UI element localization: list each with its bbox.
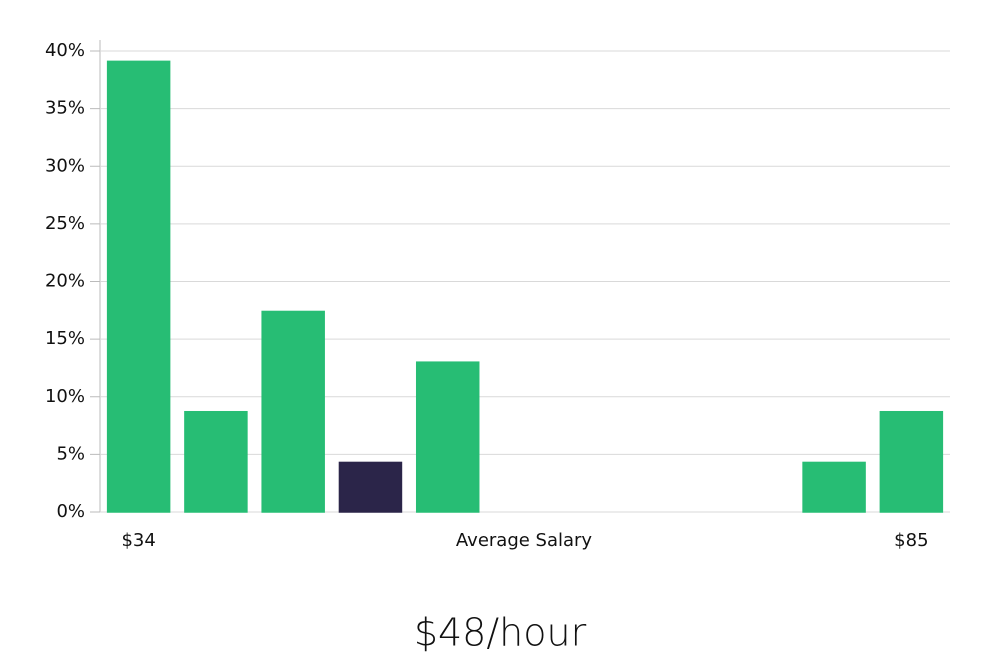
y-tick-label: 30% xyxy=(45,155,85,176)
bar xyxy=(184,410,248,513)
y-tick-label: 10% xyxy=(45,386,85,407)
y-tick-label: 25% xyxy=(45,213,85,234)
bar xyxy=(415,361,480,513)
x-axis-label: Average Salary xyxy=(456,530,593,551)
bar xyxy=(261,310,325,513)
x-tick-label: $34 xyxy=(121,530,155,551)
bar xyxy=(879,410,944,513)
headline-salary: $48/hour xyxy=(414,611,587,655)
y-tick-label: 40% xyxy=(45,40,85,61)
bar xyxy=(338,461,403,513)
x-tick-label: $85 xyxy=(894,530,928,551)
y-tick-label: 35% xyxy=(45,98,85,119)
bar xyxy=(802,461,866,513)
bar xyxy=(106,60,171,513)
y-tick-label: 20% xyxy=(45,271,85,292)
y-tick-label: 15% xyxy=(45,328,85,349)
y-tick-label: 5% xyxy=(56,443,85,464)
y-tick-label: 0% xyxy=(56,501,85,522)
